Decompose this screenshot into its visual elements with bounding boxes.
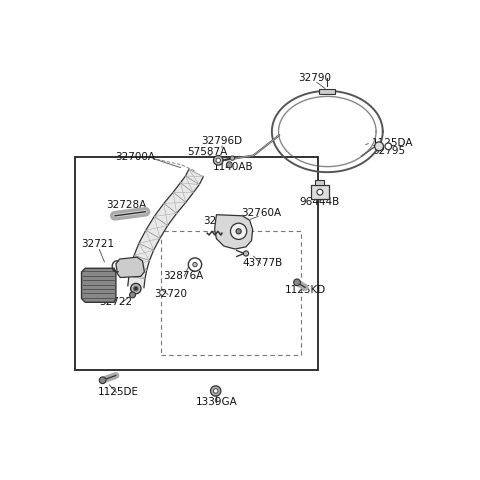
Circle shape bbox=[374, 142, 384, 151]
Circle shape bbox=[216, 158, 220, 163]
Text: 32721: 32721 bbox=[82, 239, 115, 249]
Text: 43777B: 43777B bbox=[242, 258, 283, 268]
Text: 32796D: 32796D bbox=[202, 136, 242, 146]
Text: 32795: 32795 bbox=[372, 146, 405, 156]
Circle shape bbox=[131, 283, 141, 294]
Polygon shape bbox=[82, 268, 116, 302]
Bar bbox=[161, 231, 301, 355]
Circle shape bbox=[227, 162, 232, 168]
Bar bbox=[315, 180, 324, 185]
Text: 32722: 32722 bbox=[99, 297, 132, 307]
Polygon shape bbox=[215, 215, 252, 249]
Circle shape bbox=[230, 156, 235, 160]
Bar bbox=[75, 157, 318, 370]
Text: 32876A: 32876A bbox=[163, 271, 204, 281]
Text: 1339GA: 1339GA bbox=[195, 397, 237, 407]
Text: 1125DA: 1125DA bbox=[372, 138, 413, 148]
Circle shape bbox=[130, 292, 135, 298]
Text: 32760A: 32760A bbox=[241, 208, 281, 218]
Text: 96444B: 96444B bbox=[300, 197, 340, 207]
Text: 1140AB: 1140AB bbox=[213, 162, 253, 172]
Polygon shape bbox=[128, 169, 204, 288]
Text: 32728A: 32728A bbox=[106, 201, 146, 210]
Text: 57587A: 57587A bbox=[187, 147, 228, 157]
Circle shape bbox=[133, 287, 138, 291]
Polygon shape bbox=[116, 257, 144, 277]
Circle shape bbox=[99, 377, 106, 384]
Bar bbox=[311, 185, 329, 199]
Text: 1125DE: 1125DE bbox=[98, 387, 139, 397]
Circle shape bbox=[243, 251, 249, 256]
Circle shape bbox=[236, 229, 241, 234]
Circle shape bbox=[385, 143, 392, 150]
Circle shape bbox=[294, 279, 300, 286]
Bar bbox=[319, 89, 336, 94]
Circle shape bbox=[188, 258, 202, 271]
Circle shape bbox=[193, 263, 197, 267]
Text: 32720: 32720 bbox=[154, 289, 187, 299]
Circle shape bbox=[214, 156, 223, 165]
Text: 32700A: 32700A bbox=[115, 152, 155, 162]
Text: 1125KD: 1125KD bbox=[285, 286, 326, 296]
Text: 32725: 32725 bbox=[204, 216, 237, 226]
Circle shape bbox=[230, 223, 247, 240]
Text: 32790: 32790 bbox=[298, 73, 331, 83]
Circle shape bbox=[214, 389, 218, 393]
Circle shape bbox=[317, 189, 323, 195]
Circle shape bbox=[211, 386, 221, 396]
